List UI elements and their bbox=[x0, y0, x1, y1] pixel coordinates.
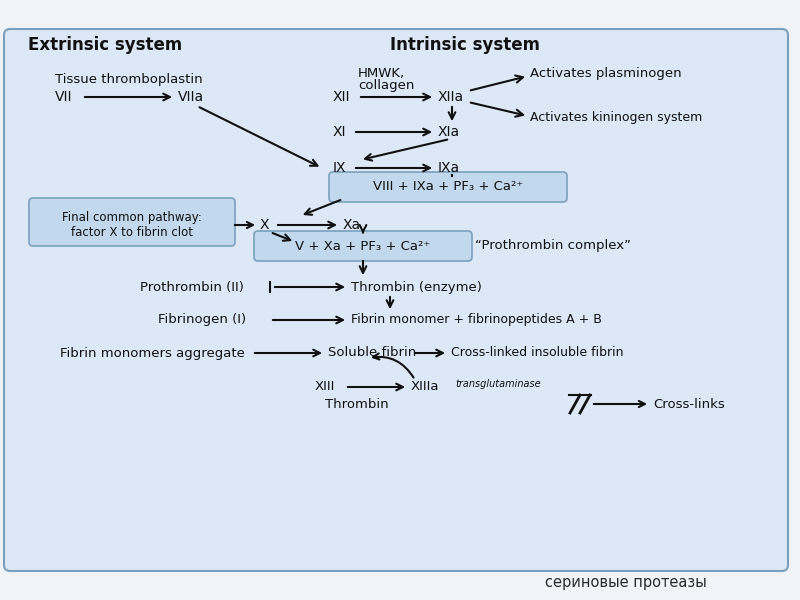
Text: V + Xa + PF₃ + Ca²⁺: V + Xa + PF₃ + Ca²⁺ bbox=[295, 239, 430, 253]
Text: сериновые протеазы: сериновые протеазы bbox=[545, 575, 706, 589]
Text: Extrinsic system: Extrinsic system bbox=[28, 36, 182, 54]
FancyBboxPatch shape bbox=[254, 231, 472, 261]
Text: HMWK,: HMWK, bbox=[358, 67, 405, 79]
Text: Activates kininogen system: Activates kininogen system bbox=[530, 112, 702, 124]
FancyBboxPatch shape bbox=[329, 172, 567, 202]
FancyBboxPatch shape bbox=[4, 29, 788, 571]
Text: Final common pathway:: Final common pathway: bbox=[62, 211, 202, 224]
Text: X: X bbox=[260, 218, 270, 232]
Text: IXa: IXa bbox=[438, 161, 460, 175]
FancyBboxPatch shape bbox=[29, 198, 235, 246]
Text: Xa: Xa bbox=[343, 218, 361, 232]
Text: VIII + IXa + PF₃ + Ca²⁺: VIII + IXa + PF₃ + Ca²⁺ bbox=[373, 181, 523, 193]
Text: collagen: collagen bbox=[358, 79, 414, 92]
Text: XIII: XIII bbox=[315, 380, 335, 394]
Text: Prothrombin (II): Prothrombin (II) bbox=[140, 280, 244, 293]
Text: Intrinsic system: Intrinsic system bbox=[390, 36, 540, 54]
Text: factor X to fibrin clot: factor X to fibrin clot bbox=[71, 226, 193, 238]
Text: transglutaminase: transglutaminase bbox=[455, 379, 541, 389]
Text: XIIa: XIIa bbox=[438, 90, 464, 104]
Text: Thrombin: Thrombin bbox=[325, 397, 389, 410]
Text: Cross-linked insoluble fibrin: Cross-linked insoluble fibrin bbox=[451, 346, 623, 359]
Text: XIIIa: XIIIa bbox=[411, 380, 439, 394]
Text: XII: XII bbox=[333, 90, 350, 104]
Text: Cross-links: Cross-links bbox=[653, 397, 725, 410]
Text: VIIa: VIIa bbox=[178, 90, 204, 104]
Text: Fibrinogen (I): Fibrinogen (I) bbox=[158, 313, 246, 326]
Text: “Prothrombin complex”: “Prothrombin complex” bbox=[475, 239, 631, 253]
Text: Soluble fibrin: Soluble fibrin bbox=[328, 346, 416, 359]
Text: Tissue thromboplastin: Tissue thromboplastin bbox=[55, 73, 202, 86]
Text: XI: XI bbox=[333, 125, 346, 139]
Text: Activates plasminogen: Activates plasminogen bbox=[530, 67, 682, 79]
Text: Fibrin monomer + fibrinopeptides A + B: Fibrin monomer + fibrinopeptides A + B bbox=[351, 313, 602, 326]
Text: IX: IX bbox=[333, 161, 346, 175]
Text: VII: VII bbox=[55, 90, 73, 104]
Text: Fibrin monomers aggregate: Fibrin monomers aggregate bbox=[60, 346, 245, 359]
Text: Thrombin (enzyme): Thrombin (enzyme) bbox=[351, 280, 482, 293]
Text: XIa: XIa bbox=[438, 125, 460, 139]
